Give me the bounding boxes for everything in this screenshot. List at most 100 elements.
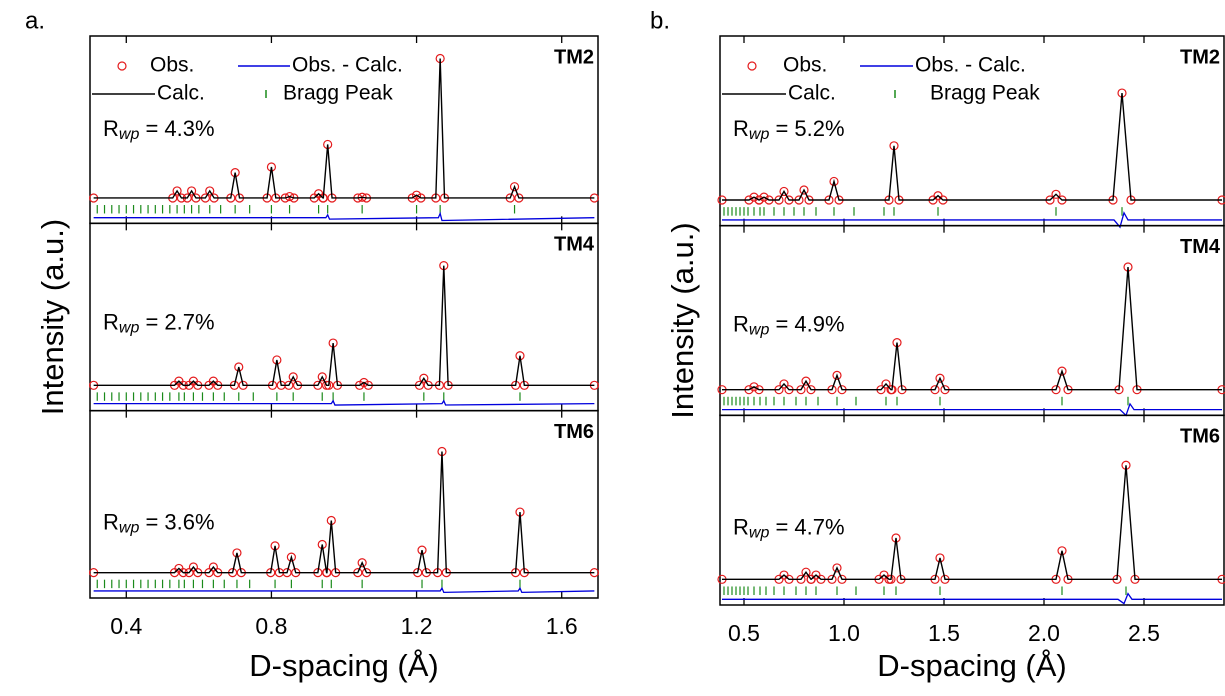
observed-point [205, 186, 215, 196]
panel: b. D-spacing (Å) Intensity (a.u.) 0.5 1.0 1.5… [650, 7, 1225, 683]
x-tick-label: 1.6 [546, 613, 578, 639]
x-tick-label: 1.5 [928, 620, 960, 646]
rwp-symbol: R [103, 116, 119, 141]
observed-point [801, 567, 811, 577]
calculated-curve [722, 266, 1222, 391]
subplot: TM6 Rwp = 3.6% [89, 409, 599, 599]
y-axis-title: Intensity (a.u.) [35, 219, 70, 415]
legend-label: Obs. [783, 54, 827, 77]
observed-point [759, 192, 769, 202]
rwp-subscript: wp [749, 322, 770, 339]
x-tick-label: 0.5 [728, 620, 760, 646]
calculated-curve [93, 265, 595, 387]
sample-label: TM4 [1180, 236, 1221, 258]
rwp-annotation: Rwp = 4.7% [733, 514, 845, 541]
legend-label: Calc. [788, 82, 836, 105]
rwp-annotation: Rwp = 2.7% [103, 309, 215, 336]
legend-label: Obs. - Calc. [292, 54, 403, 77]
legend: Obs. Obs. - Calc. Calc. Bragg Peak [92, 54, 403, 105]
observed-point [357, 558, 367, 568]
observed-point [832, 563, 842, 573]
observed-point [234, 362, 244, 372]
legend-label: Calc. [157, 82, 205, 105]
observed-point [754, 195, 764, 205]
difference-curve [722, 592, 1222, 605]
calculated-curve [722, 465, 1222, 581]
sample-label: TM4 [554, 234, 595, 256]
x-tick-label: 1.2 [401, 613, 433, 639]
x-tick-label: 2.5 [1128, 620, 1160, 646]
rwp-subscript: wp [749, 126, 770, 143]
difference-curve [93, 586, 595, 594]
rwp-value: = 3.6% [139, 509, 214, 534]
difference-curve [722, 211, 1222, 229]
observed-point [172, 186, 182, 196]
observed-point [779, 186, 789, 197]
sample-label: TM6 [554, 421, 594, 443]
difference-curve [93, 399, 595, 406]
rwp-symbol: R [733, 311, 749, 336]
rwp-annotation: Rwp = 4.9% [733, 311, 845, 338]
observed-point [1057, 366, 1067, 376]
observed-point [779, 379, 789, 389]
rwp-annotation: Rwp = 3.6% [103, 509, 215, 536]
observed-point [419, 373, 429, 383]
observed-point [187, 186, 197, 196]
rwp-value: = 4.7% [769, 514, 844, 539]
rwp-value: = 5.2% [769, 116, 844, 141]
sample-label: TM2 [1180, 46, 1220, 68]
x-tick-label: 0.8 [255, 613, 287, 639]
subplot: TM6 Rwp = 4.7% [717, 414, 1225, 606]
observed-point [749, 382, 759, 392]
rwp-symbol: R [733, 116, 749, 141]
legend-label: Bragg Peak [283, 82, 393, 105]
rwp-subscript: wp [119, 320, 140, 337]
rwp-value: = 4.3% [139, 116, 214, 141]
observed-point [286, 552, 296, 562]
difference-curve [722, 402, 1222, 417]
rwp-subscript: wp [119, 520, 140, 537]
subplot: TM4 Rwp = 4.9% [717, 224, 1225, 417]
legend-label: Obs. - Calc. [915, 54, 1026, 77]
calculated-curve [93, 58, 595, 199]
rwp-annotation: Rwp = 5.2% [733, 116, 845, 143]
panel-label: a. [25, 7, 45, 34]
rwp-subscript: wp [749, 525, 770, 542]
rwp-annotation: Rwp = 4.3% [103, 116, 215, 143]
observed-point [188, 562, 199, 572]
observed-point [935, 553, 945, 563]
observed-point [832, 370, 842, 381]
observed-point [417, 545, 427, 555]
observed-point [317, 372, 327, 382]
observed-point [509, 182, 520, 192]
sample-label: TM2 [554, 46, 594, 68]
legend: Obs. Obs. - Calc. Calc. Bragg Peak [722, 54, 1040, 105]
subplot: TM4 Rwp = 2.7% [89, 222, 599, 412]
observed-point [881, 379, 891, 389]
rwp-symbol: R [103, 509, 119, 534]
legend-symbol [117, 61, 127, 71]
y-axis-title: Intensity (a.u.) [665, 222, 700, 418]
calculated-curve [722, 92, 1222, 201]
observed-point [284, 191, 295, 202]
observed-point [232, 548, 242, 558]
legend-label: Bragg Peak [930, 82, 1040, 105]
observed-point [288, 372, 298, 382]
x-tick-label: 1.0 [828, 620, 860, 646]
x-axis-title: D-spacing (Å) [249, 648, 439, 683]
rwp-value: = 2.7% [139, 309, 214, 334]
rwp-symbol: R [103, 309, 119, 334]
difference-curve [93, 211, 595, 222]
observed-point [208, 562, 218, 572]
rwp-subscript: wp [119, 126, 140, 143]
observed-point [1057, 546, 1067, 556]
calculated-curve [93, 451, 595, 574]
x-tick-label: 0.4 [110, 613, 142, 639]
observed-point [801, 376, 811, 386]
subplot: TM2 Rwp = 5.2% [717, 35, 1225, 229]
panel: a. D-spacing (Å) Intensity (a.u.) 0.4 0.8 1.2… [25, 7, 599, 683]
observed-point [935, 373, 945, 383]
observed-point [829, 176, 839, 187]
legend-label: Obs. [150, 54, 194, 77]
